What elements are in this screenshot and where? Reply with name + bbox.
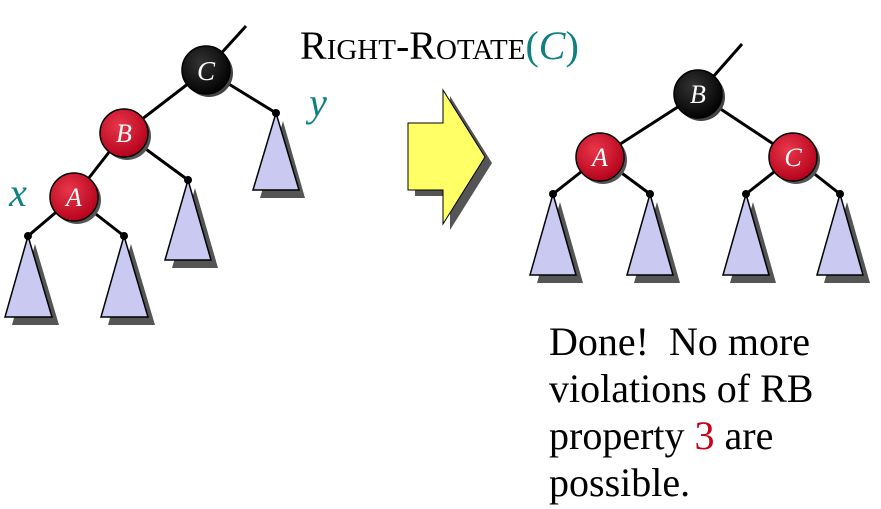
title-open-paren: (: [525, 23, 539, 68]
left-tree: C B A x y: [4, 24, 327, 325]
right-subtree-1: [529, 190, 583, 283]
title-otate: OTATE: [435, 34, 526, 66]
caption-line-3-a: property: [549, 413, 695, 458]
left-node-C-label: C: [197, 56, 216, 86]
left-subtree-a-right: [100, 232, 155, 325]
left-node-A-label: A: [64, 183, 82, 212]
caption-line-2: violations of RB: [549, 366, 814, 411]
label-x: x: [8, 170, 27, 215]
caption-line-1: Done! No more: [549, 319, 811, 364]
title-close-paren: ): [565, 23, 579, 68]
title-arg: C: [538, 23, 566, 68]
caption-line-4: possible.: [549, 460, 691, 505]
left-node-A: A: [49, 172, 101, 224]
left-subtree-y: [251, 109, 305, 198]
right-subtree-4: [816, 190, 870, 283]
right-subtree-3: [722, 190, 776, 283]
rotation-title: RIGHT-ROTATE(C): [300, 26, 579, 66]
left-node-B-label: B: [116, 119, 132, 148]
caption: Done! No more violations of RB property …: [549, 318, 879, 506]
right-tree: B A C: [529, 43, 870, 283]
caption-property-number: 3: [694, 413, 715, 458]
caption-line-3: property 3 are: [549, 412, 879, 459]
title-r: R: [300, 23, 327, 68]
caption-line-3-b: are: [714, 413, 774, 458]
title-r2: R: [409, 23, 436, 68]
label-y: y: [305, 80, 327, 125]
title-dash: -: [395, 23, 410, 68]
right-node-A: A: [575, 132, 627, 184]
left-node-C: C: [181, 45, 233, 97]
title-ight: IGHT: [326, 34, 396, 66]
transform-arrow: [407, 88, 492, 230]
right-node-B-label: B: [690, 80, 706, 109]
left-subtree-a-left: [4, 232, 59, 325]
right-node-C: C: [768, 132, 820, 184]
right-subtree-2: [626, 190, 680, 283]
right-node-A-label: A: [590, 143, 608, 172]
left-node-B: B: [99, 108, 151, 160]
right-node-C-label: C: [784, 143, 802, 172]
left-subtree-b-right: [164, 176, 218, 268]
right-node-B: B: [673, 69, 725, 121]
